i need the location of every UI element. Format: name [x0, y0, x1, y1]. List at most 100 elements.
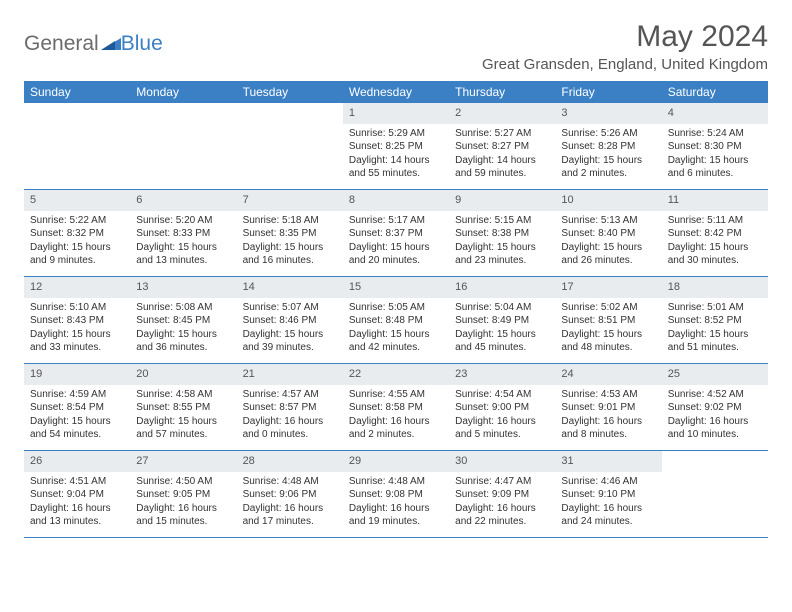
- sunrise-text: Sunrise: 5:10 AM: [30, 301, 124, 315]
- day-number: 14: [237, 277, 343, 298]
- sunset-text: Sunset: 8:57 PM: [243, 401, 337, 415]
- daylight-text: Daylight: 15 hours and 33 minutes.: [30, 328, 124, 355]
- weekday-header: Tuesday: [237, 81, 343, 103]
- calendar-page: General Blue May 2024 Great Gransden, En…: [0, 0, 792, 558]
- sunrise-text: Sunrise: 4:48 AM: [243, 475, 337, 489]
- day-body: Sunrise: 4:48 AMSunset: 9:08 PMDaylight:…: [343, 472, 449, 535]
- day-cell: 21Sunrise: 4:57 AMSunset: 8:57 PMDayligh…: [237, 364, 343, 450]
- day-cell: 16Sunrise: 5:04 AMSunset: 8:49 PMDayligh…: [449, 277, 555, 363]
- day-body: Sunrise: 5:22 AMSunset: 8:32 PMDaylight:…: [24, 211, 130, 274]
- day-cell: 22Sunrise: 4:55 AMSunset: 8:58 PMDayligh…: [343, 364, 449, 450]
- weekday-header: Thursday: [449, 81, 555, 103]
- daylight-text: Daylight: 16 hours and 2 minutes.: [349, 415, 443, 442]
- week-row: 12Sunrise: 5:10 AMSunset: 8:43 PMDayligh…: [24, 277, 768, 364]
- weekday-header: Wednesday: [343, 81, 449, 103]
- day-number: 16: [449, 277, 555, 298]
- sunrise-text: Sunrise: 4:46 AM: [561, 475, 655, 489]
- daylight-text: Daylight: 15 hours and 26 minutes.: [561, 241, 655, 268]
- sunset-text: Sunset: 9:06 PM: [243, 488, 337, 502]
- logo-text-2: Blue: [121, 32, 163, 56]
- sunset-text: Sunset: 8:54 PM: [30, 401, 124, 415]
- day-cell: 20Sunrise: 4:58 AMSunset: 8:55 PMDayligh…: [130, 364, 236, 450]
- day-number: 6: [130, 190, 236, 211]
- sunset-text: Sunset: 8:27 PM: [455, 140, 549, 154]
- day-cell: 3Sunrise: 5:26 AMSunset: 8:28 PMDaylight…: [555, 103, 661, 189]
- day-body: Sunrise: 5:11 AMSunset: 8:42 PMDaylight:…: [662, 211, 768, 274]
- sunset-text: Sunset: 8:55 PM: [136, 401, 230, 415]
- day-cell: 18Sunrise: 5:01 AMSunset: 8:52 PMDayligh…: [662, 277, 768, 363]
- sunrise-text: Sunrise: 5:18 AM: [243, 214, 337, 228]
- sunset-text: Sunset: 8:43 PM: [30, 314, 124, 328]
- sunrise-text: Sunrise: 4:50 AM: [136, 475, 230, 489]
- sunrise-text: Sunrise: 5:13 AM: [561, 214, 655, 228]
- day-number: 24: [555, 364, 661, 385]
- sunrise-text: Sunrise: 5:01 AM: [668, 301, 762, 315]
- sunrise-text: Sunrise: 4:52 AM: [668, 388, 762, 402]
- day-body: Sunrise: 4:54 AMSunset: 9:00 PMDaylight:…: [449, 385, 555, 448]
- day-number: 5: [24, 190, 130, 211]
- day-cell: 4Sunrise: 5:24 AMSunset: 8:30 PMDaylight…: [662, 103, 768, 189]
- day-cell: 8Sunrise: 5:17 AMSunset: 8:37 PMDaylight…: [343, 190, 449, 276]
- weekday-header: Friday: [555, 81, 661, 103]
- logo: General Blue: [24, 32, 163, 56]
- day-number: 12: [24, 277, 130, 298]
- sunrise-text: Sunrise: 5:15 AM: [455, 214, 549, 228]
- day-cell: 7Sunrise: 5:18 AMSunset: 8:35 PMDaylight…: [237, 190, 343, 276]
- day-number: 3: [555, 103, 661, 124]
- sunset-text: Sunset: 8:48 PM: [349, 314, 443, 328]
- day-number: 4: [662, 103, 768, 124]
- sunset-text: Sunset: 8:30 PM: [668, 140, 762, 154]
- day-number: 29: [343, 451, 449, 472]
- daylight-text: Daylight: 15 hours and 2 minutes.: [561, 154, 655, 181]
- day-number: 9: [449, 190, 555, 211]
- sunrise-text: Sunrise: 5:02 AM: [561, 301, 655, 315]
- day-body: Sunrise: 5:26 AMSunset: 8:28 PMDaylight:…: [555, 124, 661, 187]
- location: Great Gransden, England, United Kingdom: [482, 56, 768, 73]
- daylight-text: Daylight: 15 hours and 30 minutes.: [668, 241, 762, 268]
- daylight-text: Daylight: 16 hours and 15 minutes.: [136, 502, 230, 529]
- day-body: Sunrise: 4:59 AMSunset: 8:54 PMDaylight:…: [24, 385, 130, 448]
- day-body: Sunrise: 5:07 AMSunset: 8:46 PMDaylight:…: [237, 298, 343, 361]
- daylight-text: Daylight: 15 hours and 6 minutes.: [668, 154, 762, 181]
- day-body: Sunrise: 4:58 AMSunset: 8:55 PMDaylight:…: [130, 385, 236, 448]
- day-cell: [237, 103, 343, 189]
- day-number: 15: [343, 277, 449, 298]
- day-body: Sunrise: 5:08 AMSunset: 8:45 PMDaylight:…: [130, 298, 236, 361]
- day-body: Sunrise: 4:48 AMSunset: 9:06 PMDaylight:…: [237, 472, 343, 535]
- sunrise-text: Sunrise: 5:07 AM: [243, 301, 337, 315]
- day-cell: 23Sunrise: 4:54 AMSunset: 9:00 PMDayligh…: [449, 364, 555, 450]
- day-number: 13: [130, 277, 236, 298]
- sunset-text: Sunset: 9:10 PM: [561, 488, 655, 502]
- week-row: 1Sunrise: 5:29 AMSunset: 8:25 PMDaylight…: [24, 103, 768, 190]
- daylight-text: Daylight: 15 hours and 39 minutes.: [243, 328, 337, 355]
- day-cell: 30Sunrise: 4:47 AMSunset: 9:09 PMDayligh…: [449, 451, 555, 537]
- sunset-text: Sunset: 8:28 PM: [561, 140, 655, 154]
- daylight-text: Daylight: 16 hours and 17 minutes.: [243, 502, 337, 529]
- sunset-text: Sunset: 9:08 PM: [349, 488, 443, 502]
- daylight-text: Daylight: 16 hours and 24 minutes.: [561, 502, 655, 529]
- day-cell: 15Sunrise: 5:05 AMSunset: 8:48 PMDayligh…: [343, 277, 449, 363]
- sunrise-text: Sunrise: 4:58 AM: [136, 388, 230, 402]
- day-cell: 29Sunrise: 4:48 AMSunset: 9:08 PMDayligh…: [343, 451, 449, 537]
- day-body: Sunrise: 4:55 AMSunset: 8:58 PMDaylight:…: [343, 385, 449, 448]
- sunset-text: Sunset: 8:38 PM: [455, 227, 549, 241]
- daylight-text: Daylight: 15 hours and 36 minutes.: [136, 328, 230, 355]
- day-number: 30: [449, 451, 555, 472]
- sunset-text: Sunset: 8:42 PM: [668, 227, 762, 241]
- day-body: Sunrise: 5:20 AMSunset: 8:33 PMDaylight:…: [130, 211, 236, 274]
- day-cell: [24, 103, 130, 189]
- sunrise-text: Sunrise: 4:47 AM: [455, 475, 549, 489]
- daylight-text: Daylight: 15 hours and 42 minutes.: [349, 328, 443, 355]
- sunrise-text: Sunrise: 4:53 AM: [561, 388, 655, 402]
- daylight-text: Daylight: 15 hours and 23 minutes.: [455, 241, 549, 268]
- daylight-text: Daylight: 16 hours and 19 minutes.: [349, 502, 443, 529]
- day-number: 26: [24, 451, 130, 472]
- daylight-text: Daylight: 15 hours and 48 minutes.: [561, 328, 655, 355]
- sunrise-text: Sunrise: 5:17 AM: [349, 214, 443, 228]
- day-cell: 9 Sunrise: 5:15 AMSunset: 8:38 PMDaylight…: [449, 190, 555, 276]
- day-cell: 6Sunrise: 5:20 AMSunset: 8:33 PMDaylight…: [130, 190, 236, 276]
- day-number: 27: [130, 451, 236, 472]
- day-number: 10: [555, 190, 661, 211]
- sunrise-text: Sunrise: 5:20 AM: [136, 214, 230, 228]
- day-number: 2: [449, 103, 555, 124]
